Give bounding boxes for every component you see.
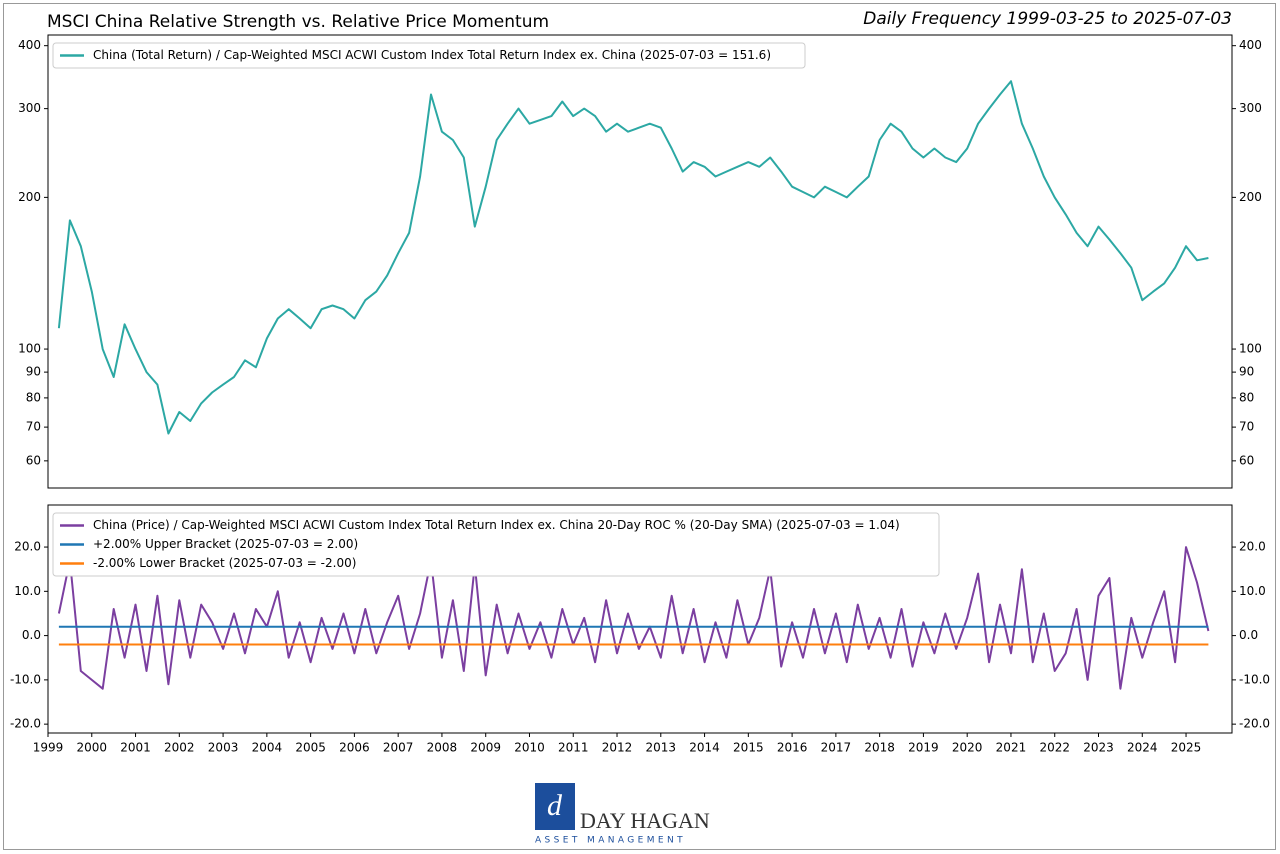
- y-tick-label-right: 0.0: [1239, 628, 1258, 642]
- y-tick-label-right: 70: [1239, 420, 1254, 434]
- chart-title: MSCI China Relative Strength vs. Relativ…: [47, 12, 549, 32]
- y-tick-label: -10.0: [10, 672, 41, 686]
- x-tick-label: 2017: [821, 741, 852, 755]
- y-tick-label: 60: [26, 453, 41, 467]
- x-tick-label: 2015: [733, 741, 764, 755]
- plot-area: [47, 34, 1233, 489]
- logo-tagline: ASSET MANAGEMENT: [535, 836, 686, 846]
- y-tick-label-right: 90: [1239, 365, 1254, 379]
- x-tick-label: 2011: [558, 741, 589, 755]
- plot-area: [47, 504, 1233, 734]
- x-tick-label: 2014: [689, 741, 720, 755]
- y-tick-label-right: 300: [1239, 101, 1262, 115]
- series-line: [57, 80, 1209, 435]
- x-tick-label: 2012: [602, 741, 633, 755]
- y-tick-label-right: 200: [1239, 190, 1262, 204]
- y-tick-label: 70: [26, 420, 41, 434]
- x-tick-label: 2002: [164, 741, 195, 755]
- frame: [3, 3, 1276, 850]
- y-tick-label-right: 400: [1239, 38, 1262, 52]
- logo: d DAY HAGAN ASSET MANAGEMENT: [535, 783, 710, 846]
- x-tick-label: 2006: [339, 741, 370, 755]
- x-tick-label: 2009: [470, 741, 501, 755]
- logo-mark: [535, 783, 575, 830]
- y-tick-label: 20.0: [14, 540, 41, 554]
- legend-label: China (Total Return) / Cap-Weighted MSCI…: [93, 48, 771, 62]
- chart-subtitle: Daily Frequency 1999-03-25 to 2025-07-03: [863, 9, 1232, 29]
- x-tick-label: 2022: [1039, 741, 1070, 755]
- x-tick-label: 2025: [1171, 741, 1202, 755]
- x-tick-label: 2010: [514, 741, 545, 755]
- y-tick-label-right: 80: [1239, 390, 1254, 404]
- logo-name: DAY HAGAN: [580, 808, 710, 833]
- x-tick-label: 2016: [777, 741, 808, 755]
- legend-label: +2.00% Upper Bracket (2025-07-03 = 2.00): [93, 537, 358, 551]
- y-tick-label: 300: [18, 101, 41, 115]
- y-tick-label-right: 60: [1239, 453, 1254, 467]
- y-tick-label-right: 100: [1239, 342, 1262, 356]
- y-tick-label: -20.0: [10, 717, 41, 731]
- y-tick-label: 0.0: [22, 628, 41, 642]
- legend-label: China (Price) / Cap-Weighted MSCI ACWI C…: [93, 518, 900, 532]
- x-tick-label: 1999: [33, 741, 64, 755]
- x-tick-label: 2007: [383, 741, 414, 755]
- y-tick-label-right: 20.0: [1239, 540, 1266, 554]
- x-tick-label: 2018: [864, 741, 895, 755]
- y-tick-label-right: -20.0: [1239, 717, 1270, 731]
- legend-box: [52, 42, 806, 69]
- x-tick-label: 2004: [252, 741, 283, 755]
- legend-label: -2.00% Lower Bracket (2025-07-03 = -2.00…: [93, 556, 356, 570]
- x-tick-label: 2020: [952, 741, 983, 755]
- x-tick-label: 2003: [208, 741, 239, 755]
- x-tick-label: 2001: [120, 741, 151, 755]
- x-tick-label: 2013: [646, 741, 677, 755]
- y-tick-label: 100: [18, 342, 41, 356]
- series-line: [57, 546, 1210, 690]
- y-tick-label: 80: [26, 390, 41, 404]
- y-tick-label-right: -10.0: [1239, 672, 1270, 686]
- y-tick-label: 90: [26, 365, 41, 379]
- y-tick-label-right: 10.0: [1239, 584, 1266, 598]
- legend-box: [52, 512, 940, 577]
- x-tick-label: 2008: [427, 741, 458, 755]
- y-tick-label: 10.0: [14, 584, 41, 598]
- y-tick-label: 400: [18, 38, 41, 52]
- x-tick-label: 2019: [908, 741, 939, 755]
- x-tick-label: 2021: [996, 741, 1027, 755]
- x-tick-label: 2024: [1127, 741, 1158, 755]
- logo-letter: d: [547, 789, 563, 822]
- x-tick-label: 2005: [295, 741, 326, 755]
- x-tick-label: 2000: [76, 741, 107, 755]
- y-tick-label: 200: [18, 190, 41, 204]
- x-tick-label: 2023: [1083, 741, 1114, 755]
